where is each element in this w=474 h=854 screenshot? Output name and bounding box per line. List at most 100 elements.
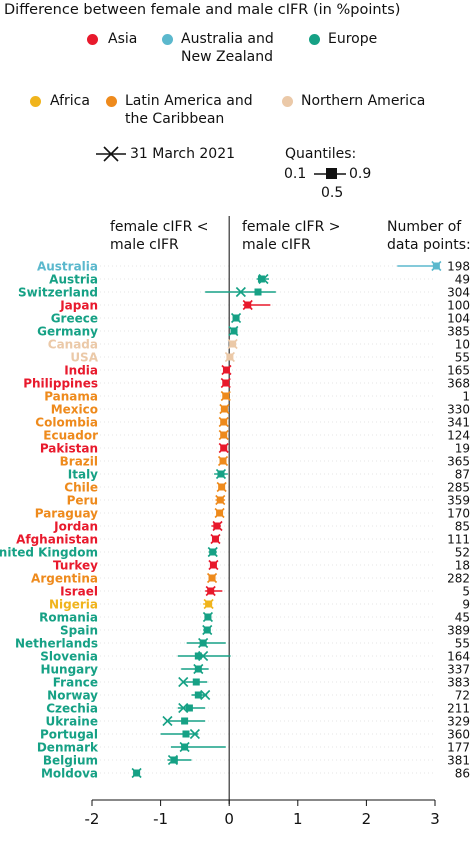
country-label: Austria [49,273,98,287]
count-label: 285 [447,481,470,495]
march-2021-marker [167,754,179,766]
march-2021-marker [198,650,209,662]
country-label: Romania [39,611,98,625]
country-row: Mexico 330 [51,403,470,417]
country-row: Colombia 341 [35,416,470,430]
legend-label-northam: Northern America [301,93,426,109]
x-tick-label: -1 [153,810,168,828]
count-label: 360 [447,728,470,742]
count-label: 198 [447,260,470,274]
march-2021-marker [230,312,242,324]
count-label: 72 [455,689,470,703]
country-label: Portugal [40,728,98,742]
count-label: 45 [455,611,470,625]
header-left: female cIFR < male cIFR [110,218,225,254]
march-2021-marker [218,442,229,454]
country-label: Pakistan [40,442,98,456]
march-2021-marker [212,520,223,532]
count-label: 329 [447,715,470,729]
country-label: Italy [68,468,98,482]
country-row: India 165 [64,364,470,378]
count-label: 10 [455,338,470,352]
country-label: Denmark [37,741,99,755]
x-tick-label: 0 [224,810,234,828]
march-2021-marker [131,767,142,779]
country-label: Ukraine [45,715,98,729]
legend-label-europe: Europe [328,31,378,47]
country-row: Canada 10 [48,338,470,352]
count-label: 341 [447,416,470,430]
country-label: Peru [67,494,98,508]
march-2021-marker [215,468,227,480]
count-label: 55 [455,637,470,651]
median-marker [254,288,262,296]
count-label: 86 [455,767,470,781]
x-tick-label: 3 [430,810,440,828]
country-row: Panama 1 [44,390,470,404]
country-label: India [64,364,98,378]
country-label: Mexico [51,403,98,417]
median-marker [185,704,193,712]
count-label: 111 [447,533,470,547]
legend-label-latam: Latin America and the Caribbean [125,92,280,128]
country-row: Paraguay 170 [35,507,470,521]
country-label: Czechia [46,702,98,716]
count-label: 5 [462,585,470,599]
country-label: Germany [37,325,98,339]
x-tick-label: 2 [362,810,372,828]
country-label: Greece [51,312,98,326]
march-2021-marker [221,364,232,376]
country-row: Brazil 365 [60,455,470,469]
count-label: 55 [455,351,470,365]
march-2021-marker [219,403,230,415]
country-row: Japan 100 [59,299,470,313]
country-label: United Kingdom [0,546,98,560]
country-label: Spain [60,624,98,638]
country-label: Panama [44,390,98,404]
country-label: Argentina [31,572,98,586]
country-row: Slovenia 164 [40,650,470,664]
march-2021-marker [208,559,219,571]
country-row: Greece 104 [51,312,470,326]
country-label: Colombia [35,416,98,430]
country-label: Turkey [53,559,98,573]
count-label: 49 [455,273,470,287]
quantile-high-label: 0.9 [349,166,372,182]
legend-dot-asia [87,34,98,45]
legend-label-marker: 31 March 2021 [130,146,236,162]
legend-dot-africa [30,96,41,107]
legend-label-africa: Africa [50,93,90,109]
country-row: France 383 [53,676,470,690]
count-label: 1 [462,390,470,404]
march-2021-marker [207,546,218,558]
country-row: Hungary 337 [40,663,470,677]
count-label: 19 [455,442,470,456]
country-label: Switzerland [18,286,98,300]
march-2021-marker [200,689,211,701]
count-label: 85 [455,520,470,534]
country-label: Japan [59,299,98,313]
median-marker [194,691,202,699]
country-row: Norway 72 [47,689,470,703]
median-marker [182,730,190,738]
country-row: Italy 87 [68,468,470,482]
count-label: 330 [447,403,470,417]
median-marker [257,275,265,283]
count-label: 359 [447,494,470,508]
country-row: Afghanistan 111 [16,533,470,547]
quantile-low-label: 0.1 [284,166,307,182]
count-label: 104 [447,312,470,326]
march-2021-marker [242,299,253,311]
country-row: Switzerland 304 [18,286,470,300]
country-row: Argentina 282 [31,572,470,586]
count-label: 100 [447,299,470,313]
march-2021-marker [203,598,214,610]
header-count-text: Number of data points: [387,219,471,253]
country-label: Norway [47,689,98,703]
country-row: Chile 285 [64,481,470,495]
march-2021-marker [205,585,216,597]
country-row: United Kingdom 52 [0,546,470,560]
country-label: Brazil [60,455,98,469]
march-2021-marker [193,663,204,675]
